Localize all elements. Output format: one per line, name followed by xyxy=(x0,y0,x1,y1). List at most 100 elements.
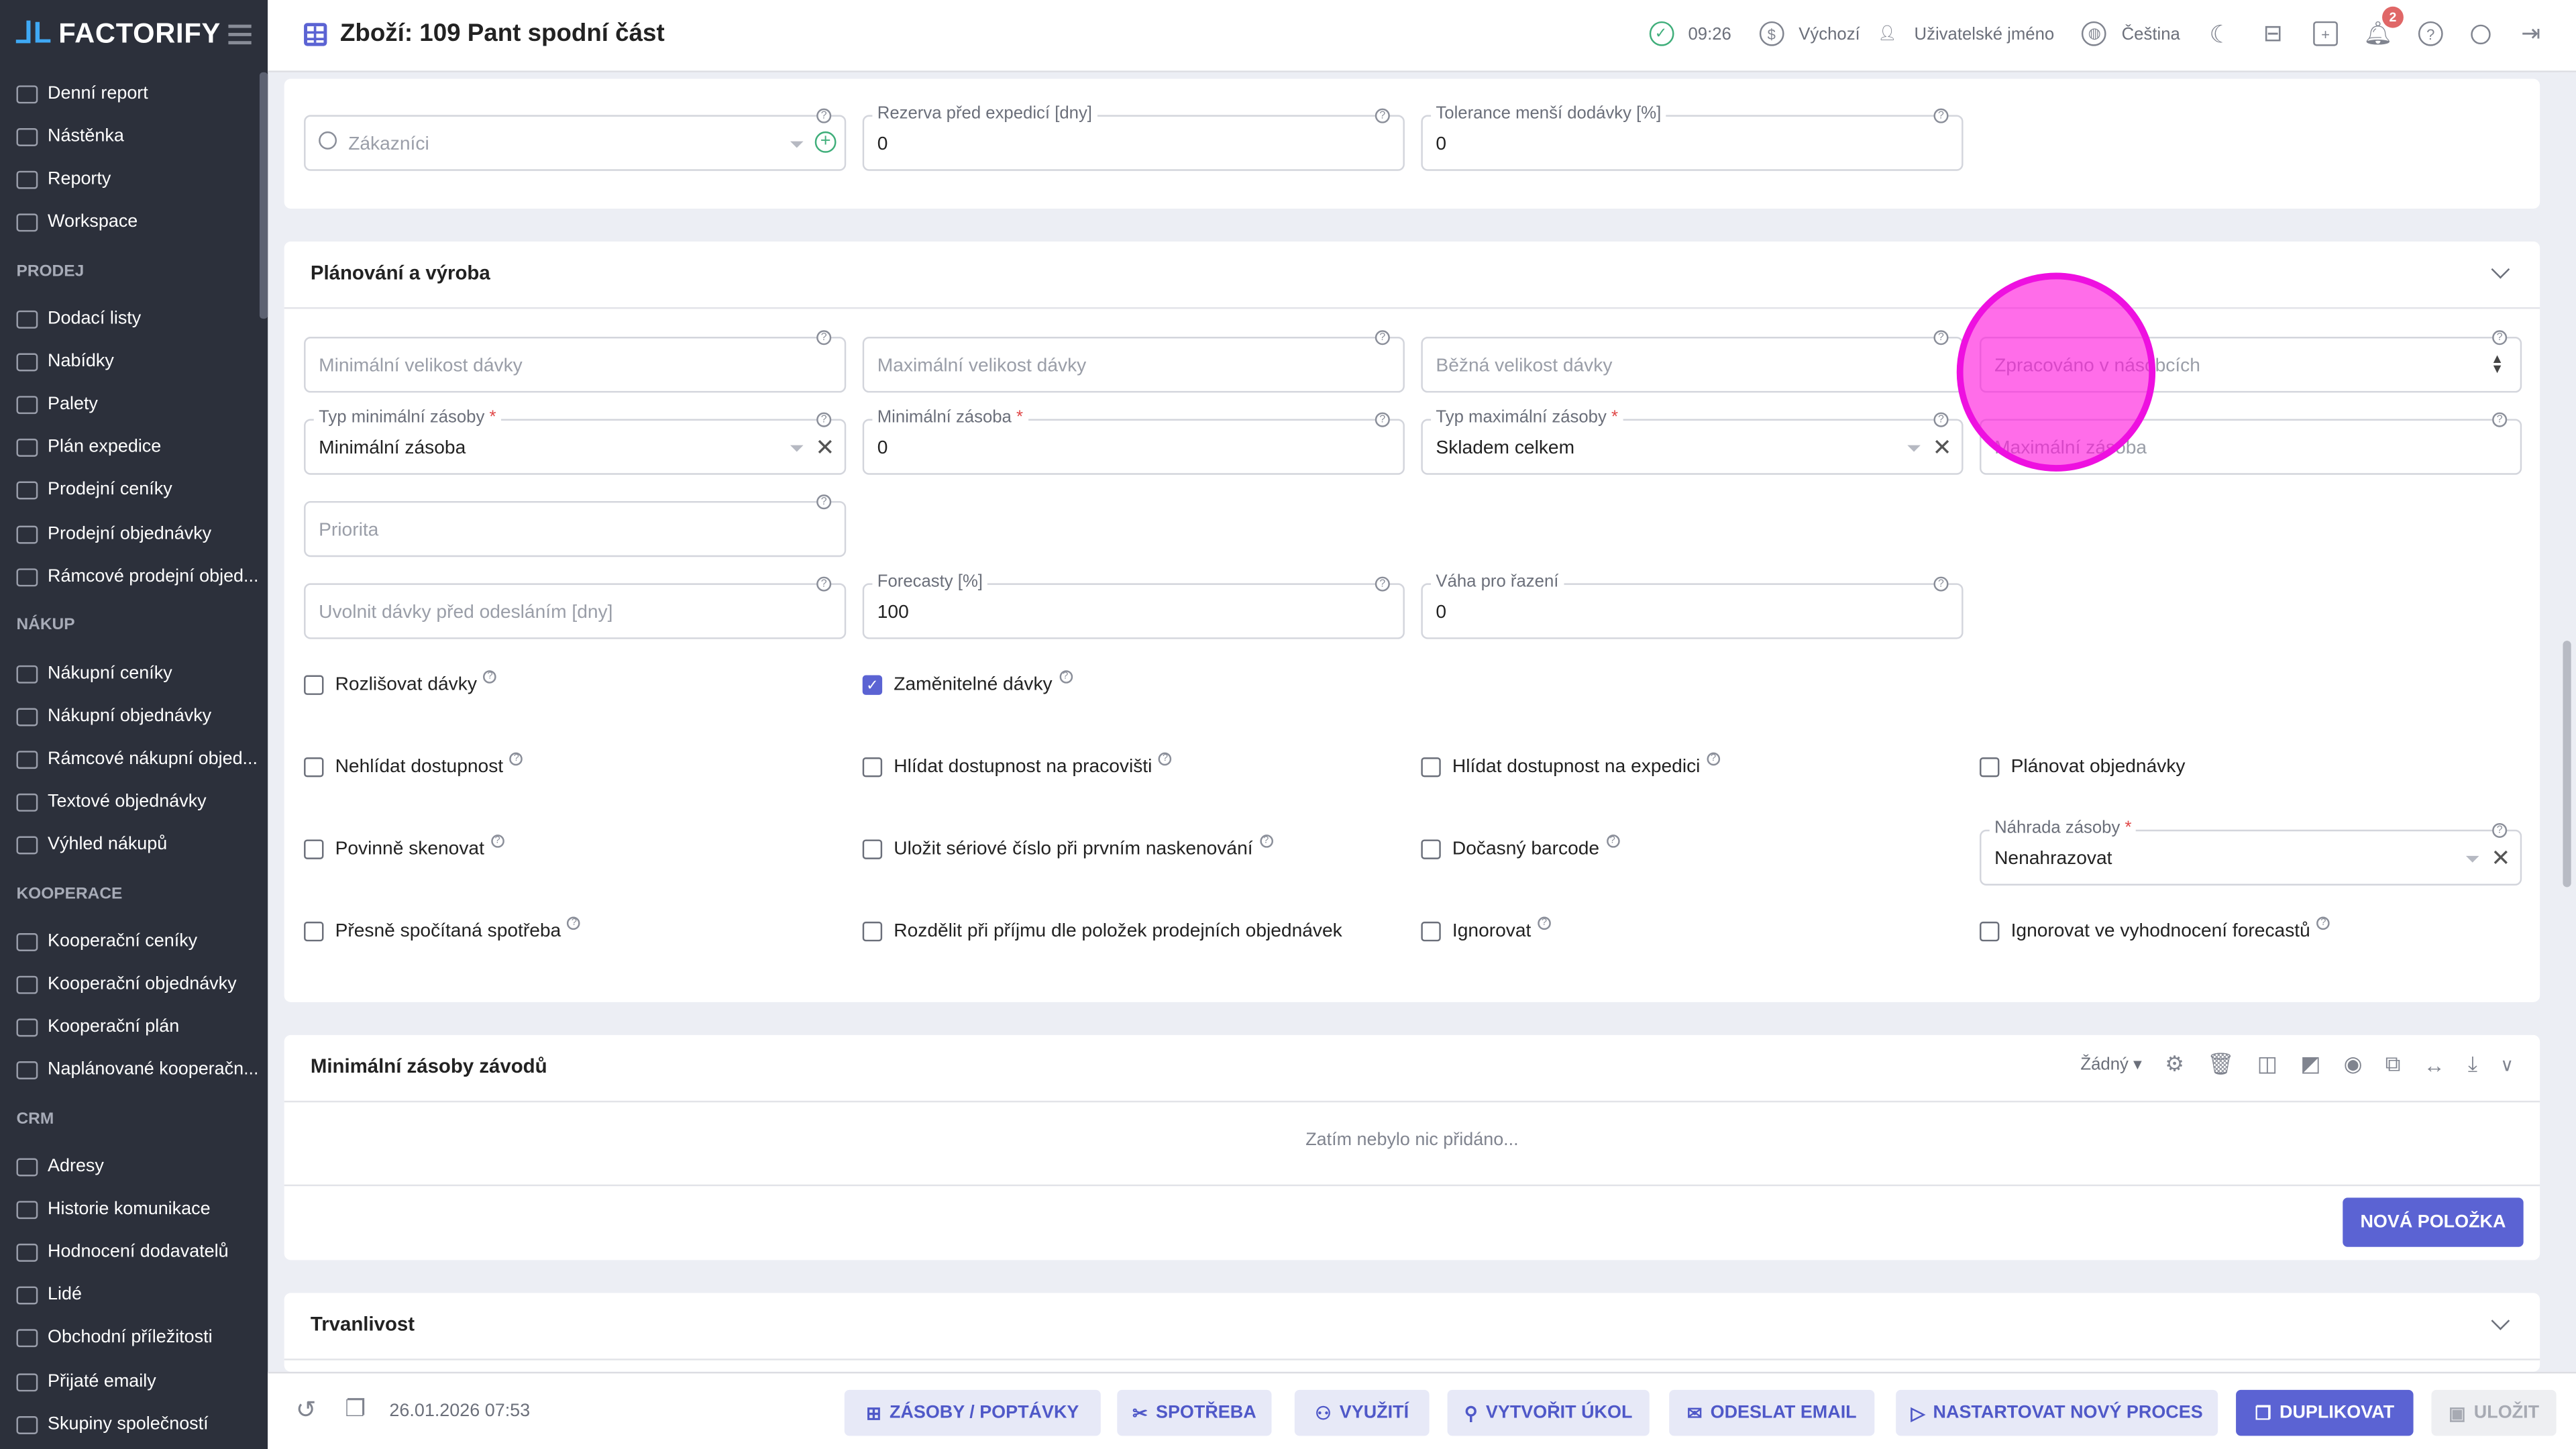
chevron-down-icon[interactable]: ∨ xyxy=(2500,1055,2514,1075)
sidebar-item[interactable]: Historie komunikace xyxy=(16,1199,211,1219)
gear-icon[interactable]: ⚙ xyxy=(2165,1051,2184,1077)
sidebar-item[interactable]: Prodejní objednávky xyxy=(16,524,211,544)
help-icon[interactable]: ? xyxy=(1707,752,1720,766)
sidebar-item[interactable]: Plán expedice xyxy=(16,437,161,457)
user-icon[interactable]: 👤︎ xyxy=(1878,24,1897,42)
form-field[interactable]: Minimální velikost dávky? xyxy=(304,330,847,393)
help-icon[interactable]: ? xyxy=(1933,108,1949,123)
chevron-down-icon[interactable] xyxy=(2491,260,2510,279)
user-menu[interactable]: Uživatelské jméno xyxy=(1914,23,2055,44)
page-scrollbar-thumb[interactable] xyxy=(2563,641,2571,888)
checkbox-unchecked-icon[interactable] xyxy=(862,921,883,942)
checkbox-unchecked-icon[interactable] xyxy=(304,675,324,695)
filter-select[interactable]: Žádný ▾ xyxy=(2080,1055,2142,1075)
checkbox-unchecked-icon[interactable] xyxy=(304,839,324,859)
chevron-down-icon[interactable] xyxy=(2491,1311,2510,1330)
sidebar-item[interactable]: Rámcové prodejní objed... xyxy=(16,567,259,586)
dropdown-arrow-icon[interactable] xyxy=(2465,855,2479,869)
vyu-it-button[interactable]: ⚇ VYUŽITÍ xyxy=(1294,1389,1430,1436)
clear-icon[interactable]: ✕ xyxy=(2491,844,2511,871)
help-icon[interactable]: ? xyxy=(1605,835,1619,848)
checkbox[interactable]: Přesně spočítaná spotřeba? xyxy=(304,916,581,942)
checkbox-unchecked-icon[interactable] xyxy=(862,757,883,777)
form-field[interactable]: Typ minimální zásoby * Minimální zásoba? ✕ xyxy=(304,407,847,475)
duplikovatbutton[interactable]: ❐ DUPLIKOVAT xyxy=(2236,1389,2414,1436)
sidebar-item[interactable]: Obchodní příležitosti xyxy=(16,1328,213,1347)
checkbox[interactable]: Ignorovat? xyxy=(1421,916,1551,942)
sidebar-item[interactable]: Nákupní objednávky xyxy=(16,706,211,726)
search-icon[interactable] xyxy=(2471,23,2491,44)
checkbox-unchecked-icon[interactable] xyxy=(304,757,324,777)
sidebar-item[interactable]: Reporty xyxy=(16,169,111,189)
checkbox-checked-icon[interactable]: ✓ xyxy=(862,675,883,695)
help-icon[interactable]: ? xyxy=(2492,412,2508,427)
form-field[interactable]: Maximální velikost dávky? xyxy=(862,330,1405,393)
spot-ebabutton[interactable]: ✂ SPOTŘEBA xyxy=(1117,1389,1272,1436)
help-icon[interactable]: ? xyxy=(1375,412,1390,427)
help-icon[interactable]: ? xyxy=(1933,412,1949,427)
checkbox-unchecked-icon[interactable] xyxy=(304,921,324,942)
menu-toggle-icon[interactable] xyxy=(228,24,252,45)
resize-icon[interactable]: ⧉ xyxy=(2385,1051,2401,1077)
trash-upload-icon[interactable]: 🗑︎ xyxy=(2207,1051,2235,1077)
sidebar-item[interactable]: Nabídky xyxy=(16,352,114,371)
vytvo-it-kolbutton[interactable]: ⚲ VYTVOŘIT ÚKOL xyxy=(1447,1389,1650,1436)
checkbox[interactable]: Dočasný barcode? xyxy=(1421,835,1619,859)
help-icon[interactable]: ? xyxy=(1538,916,1551,930)
sidebar-item[interactable]: Workspace xyxy=(16,212,138,231)
checkbox-unchecked-icon[interactable] xyxy=(1980,921,2000,942)
odeslat-emailbutton[interactable]: ✉ ODESLAT EMAIL xyxy=(1669,1389,1875,1436)
sidebar-item[interactable]: Denní report xyxy=(16,84,148,103)
help-icon[interactable]: ? xyxy=(2316,916,2330,930)
form-field[interactable]: Uvolnit dávky před odesláním [dny]? xyxy=(304,576,847,639)
logout-icon[interactable]: ⇥ xyxy=(2521,19,2541,46)
sidebar-scrollbar[interactable] xyxy=(259,72,268,319)
sidebar-item[interactable]: Palety xyxy=(16,394,98,414)
nastartovat-nov-procesbutton[interactable]: ▷ NASTARTOVAT NOVÝ PROCES xyxy=(1896,1389,2218,1436)
logo[interactable]: ⅃L FACTORIFY xyxy=(16,16,221,50)
dropdown-arrow-icon[interactable] xyxy=(790,445,804,459)
checkbox[interactable]: Rozlišovat dávky? xyxy=(304,670,497,695)
checkbox-unchecked-icon[interactable] xyxy=(1980,757,2000,777)
dropdown-arrow-icon[interactable] xyxy=(790,141,804,155)
sidebar-item[interactable]: Rámcové nákupní objed... xyxy=(16,749,258,769)
sidebar-item[interactable]: Prodejní ceníky xyxy=(16,480,172,499)
horizontal-arrows-icon[interactable]: ↔ xyxy=(2423,1052,2445,1077)
add-circle-icon[interactable]: + xyxy=(814,131,837,153)
form-field[interactable]: Tolerance menší dodávky [%] 0? xyxy=(1421,103,1964,171)
workspace-icon[interactable]: ◩ xyxy=(2300,1051,2321,1077)
sidebar-item[interactable]: Naplánované kooperačn... xyxy=(16,1060,259,1079)
window-restore-icon[interactable]: ❐ xyxy=(345,1395,366,1421)
checkbox-unchecked-icon[interactable] xyxy=(1421,839,1441,859)
help-icon[interactable]: ? xyxy=(2492,330,2508,345)
checkbox-unchecked-icon[interactable] xyxy=(862,839,883,859)
language-selector[interactable]: Čeština xyxy=(2121,23,2180,44)
checkbox[interactable]: Ignorovat ve vyhodnocení forecastů? xyxy=(1980,916,2330,942)
form-field[interactable]: Náhrada zásoby * Nenahrazovat? ✕ xyxy=(1980,818,2522,886)
clear-icon[interactable]: ✕ xyxy=(1932,433,1952,460)
help-icon[interactable]: ? xyxy=(816,330,832,345)
help-icon[interactable]: ? xyxy=(1933,330,1949,345)
sidebar-item[interactable]: Skupiny společností xyxy=(16,1415,209,1434)
z-soby-popt-vkybutton[interactable]: ⊞ ZÁSOBY / POPTÁVKY xyxy=(844,1389,1101,1436)
download-icon[interactable]: ⤓ xyxy=(2467,1051,2477,1077)
form-field[interactable]: Typ maximální zásoby * Skladem celkem? ✕ xyxy=(1421,407,1964,475)
sidebar-item[interactable]: Kooperační ceníky xyxy=(16,932,197,951)
checkbox[interactable]: Hlídat dostupnost na expedici? xyxy=(1421,752,1720,777)
checkbox[interactable]: Rozdělit při příjmu dle položek prodejní… xyxy=(862,921,1342,942)
sidebar-item[interactable]: Přijaté emaily xyxy=(16,1372,156,1391)
form-field[interactable]: Forecasty [%] 100? xyxy=(862,572,1405,639)
sidebar-item[interactable]: Dodací listy xyxy=(16,309,141,329)
help-icon[interactable]: ? xyxy=(483,670,497,684)
checkbox[interactable]: Nehlídat dostupnost? xyxy=(304,752,523,777)
help-icon[interactable]: ? xyxy=(490,835,504,848)
bell-icon[interactable]: 🔔︎ 2 xyxy=(2363,6,2404,46)
help-icon[interactable]: ? xyxy=(1375,330,1390,345)
form-field[interactable]: Minimální zásoba * 0? xyxy=(862,407,1405,475)
help-icon[interactable]: ? xyxy=(2492,822,2508,838)
checkbox-unchecked-icon[interactable] xyxy=(1421,757,1441,777)
sidebar-item[interactable]: Textové objednávky xyxy=(16,792,207,812)
help-icon[interactable]: ? xyxy=(1375,108,1390,123)
sidebar-item[interactable]: Kooperační objednávky xyxy=(16,974,237,994)
durability-header[interactable]: Trvanlivost xyxy=(284,1293,2540,1360)
